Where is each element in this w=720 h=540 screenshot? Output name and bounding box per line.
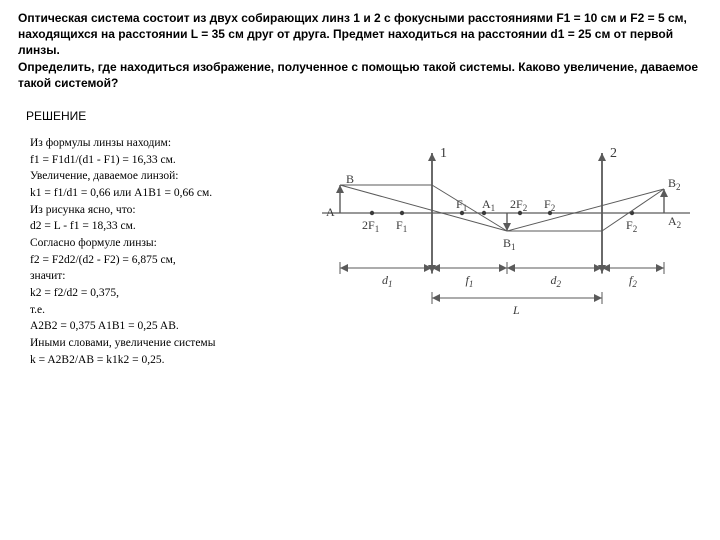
svg-text:1: 1: [440, 146, 447, 161]
svg-text:F2: F2: [544, 197, 555, 213]
svg-text:A1: A1: [482, 197, 495, 213]
svg-text:2: 2: [610, 146, 617, 161]
sol-l3: Увеличение, даваемое линзой:: [30, 168, 300, 185]
sol-l9: значит:: [30, 268, 300, 285]
sol-l8: f2 = F2d2/(d2 - F2) = 6,875 см,: [30, 252, 300, 269]
svg-text:2F1: 2F1: [362, 218, 379, 234]
sol-l6: d2 = L - f1 = 18,33 см.: [30, 218, 300, 235]
sol-l14: k = A2B2/AB = k1k2 = 0,25.: [30, 352, 300, 369]
svg-text:f1: f1: [466, 273, 474, 289]
sol-l5: Из рисунка ясно, что:: [30, 202, 300, 219]
svg-text:L: L: [512, 303, 520, 317]
sol-l10: k2 = f2/d2 = 0,375,: [30, 285, 300, 302]
optics-diagram: 12ABA1B1A2B22F1F1F12F2F2F2d1f1d2f2L: [312, 118, 700, 326]
problem-line1: Оптическая система состоит из двух собир…: [18, 10, 702, 26]
sol-l12: A2B2 = 0,375 A1B1 = 0,25 AB.: [30, 318, 300, 335]
problem-line3: Определить, где находиться изображение, …: [18, 59, 702, 75]
svg-text:2F2: 2F2: [510, 197, 527, 213]
svg-text:F2: F2: [626, 218, 637, 234]
svg-text:F1: F1: [396, 218, 407, 234]
sol-l11: т.е.: [30, 302, 300, 319]
svg-text:A: A: [326, 205, 335, 219]
svg-text:B: B: [346, 172, 354, 186]
sol-l13: Иными словами, увеличение системы: [30, 335, 300, 352]
problem-line4: такой системой?: [18, 75, 702, 91]
svg-text:d1: d1: [382, 273, 393, 289]
svg-text:d2: d2: [551, 273, 562, 289]
solution-text: Из формулы линзы находим: f1 = F1d1/(d1 …: [30, 135, 300, 368]
problem-statement: Оптическая система состоит из двух собир…: [18, 10, 702, 91]
sol-l2: f1 = F1d1/(d1 - F1) = 16,33 см.: [30, 152, 300, 169]
svg-text:B2: B2: [668, 176, 681, 192]
sol-l7: Согласно формуле линзы:: [30, 235, 300, 252]
problem-line2: находящихся на расстоянии L = 35 см друг…: [18, 26, 702, 58]
sol-l1: Из формулы линзы находим:: [30, 135, 300, 152]
sol-l4: k1 = f1/d1 = 0,66 или A1B1 = 0,66 см.: [30, 185, 300, 202]
svg-text:f2: f2: [629, 273, 637, 289]
svg-text:A2: A2: [668, 214, 681, 230]
svg-text:B1: B1: [503, 236, 516, 252]
